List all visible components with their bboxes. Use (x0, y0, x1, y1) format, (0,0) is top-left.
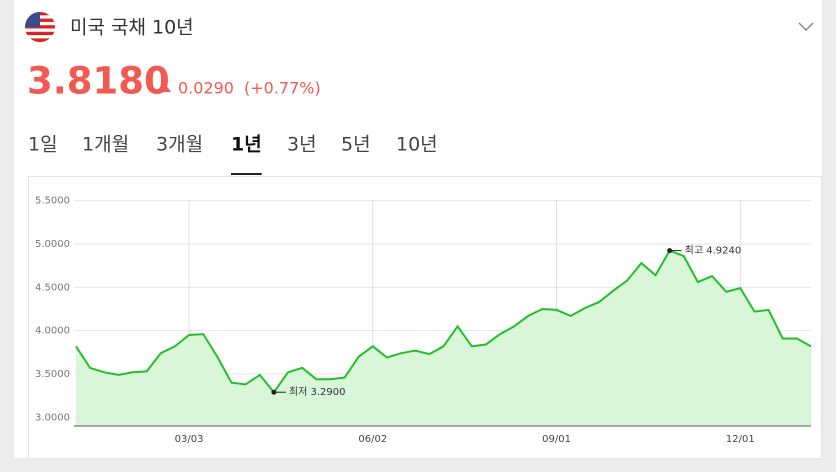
change-pct: (+0.77%) (244, 79, 321, 98)
tabs: 1일 1개월 3개월 1년 3년 5년 10년 (28, 134, 438, 175)
x-tick-label: 09/01 (542, 434, 571, 445)
title: 미국 국채 10년 (70, 17, 194, 39)
line (75, 249, 812, 394)
annotation: 최저 3.2900 (289, 386, 346, 398)
y-tick-label: 3.0000 (35, 412, 70, 423)
x-tick-label: 12/01 (726, 434, 755, 445)
y-tick-label: 3.5000 (35, 369, 70, 380)
change: 0.0290 (178, 79, 234, 98)
tab[interactable]: 3개월 (156, 134, 203, 156)
y-tick-label: 5.5000 (35, 196, 70, 207)
plot: 3.0000 3.5000 4.0000 4.5000 5.0000 5.5000 03/0… (35, 196, 812, 445)
tab[interactable]: 10년 (396, 134, 438, 156)
x-tick-label: 06/02 (358, 434, 387, 445)
y-tick-label: 4.5000 (35, 282, 70, 293)
annotation: 최고 4.9240 (685, 245, 742, 257)
chart-frame (28, 176, 822, 459)
flag (25, 12, 55, 42)
tab-underline (231, 173, 262, 175)
tab[interactable]: 1년 (231, 134, 262, 156)
tab[interactable]: 5년 (341, 134, 371, 156)
up-arrow (161, 85, 171, 92)
tab[interactable]: 1개월 (82, 134, 129, 156)
y-tick-label: 5.0000 (35, 239, 70, 250)
tab[interactable]: 1일 (28, 134, 58, 156)
tab[interactable]: 3년 (287, 134, 317, 156)
area (76, 250, 811, 426)
chevron[interactable] (798, 22, 814, 32)
y-tick-label: 4.0000 (35, 326, 70, 337)
x-tick-label: 03/03 (175, 434, 204, 445)
price: 3.8180 (27, 60, 170, 103)
